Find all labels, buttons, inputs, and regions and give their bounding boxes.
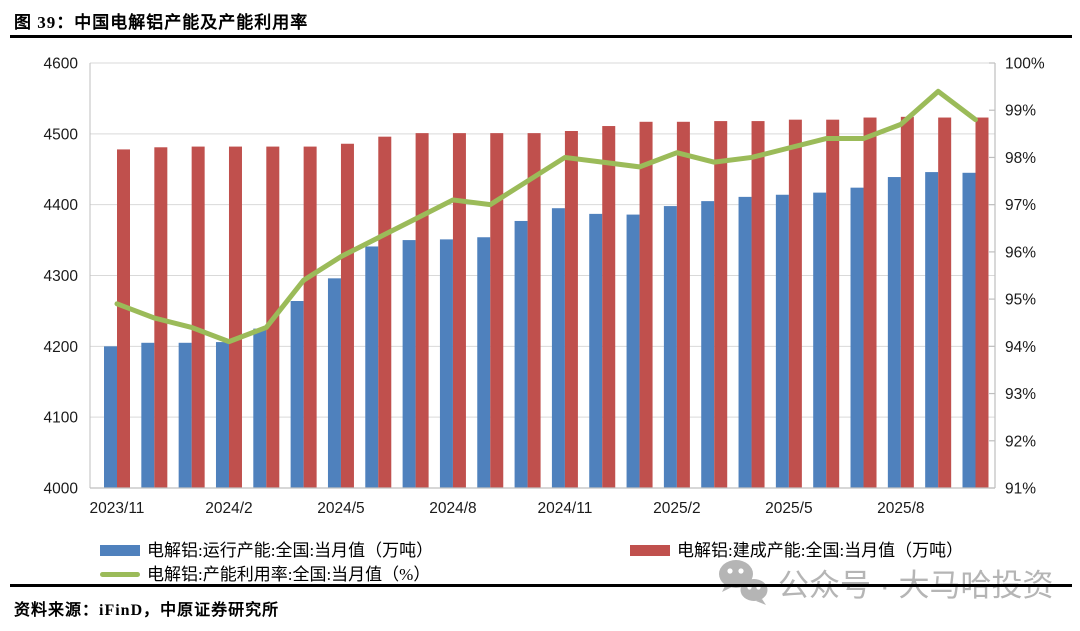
legend-item-utilization: 电解铝:产能利用率:全国:当月值（%） bbox=[100, 560, 430, 585]
svg-text:4400: 4400 bbox=[44, 197, 79, 214]
bar-operating bbox=[290, 301, 304, 488]
utilization-line bbox=[114, 88, 978, 345]
bar-built bbox=[751, 121, 765, 488]
legend-label-utilization: 电解铝:产能利用率:全国:当月值（%） bbox=[147, 565, 431, 584]
bar-built bbox=[415, 133, 429, 488]
left-axis-tick-labels: 4000 4100 4200 4300 4400 4500 4600 bbox=[44, 56, 79, 498]
built-capacity-bars bbox=[117, 116, 989, 489]
bar-operating bbox=[626, 214, 640, 489]
svg-text:97%: 97% bbox=[1005, 197, 1036, 214]
bar-built bbox=[228, 146, 242, 489]
svg-text:91%: 91% bbox=[1005, 481, 1036, 498]
legend-item-operating: 电解铝:运行产能:全国:当月值（万吨） bbox=[100, 536, 433, 561]
legend-label-built: 电解铝:建成产能:全国:当月值（万吨） bbox=[677, 541, 964, 560]
bar-built bbox=[900, 116, 914, 488]
bar-built bbox=[863, 117, 877, 489]
capacity-utilization-chart: 4000 4100 4200 4300 4400 4500 4600 91% 92% 93% 94%… bbox=[44, 56, 1045, 518]
legend-swatch-operating-icon bbox=[100, 544, 140, 556]
legend-label-operating: 电解铝:运行产能:全国:当月值（万吨） bbox=[147, 541, 434, 560]
svg-text:4500: 4500 bbox=[44, 126, 79, 143]
title-divider bbox=[10, 35, 1072, 38]
bar-operating bbox=[402, 240, 416, 488]
bar-built bbox=[340, 143, 354, 488]
svg-text:4200: 4200 bbox=[44, 339, 79, 356]
svg-text:96%: 96% bbox=[1005, 244, 1036, 261]
bar-built bbox=[938, 117, 952, 489]
bar-built bbox=[975, 117, 989, 489]
bar-built bbox=[826, 119, 840, 489]
svg-text:2024/8: 2024/8 bbox=[429, 500, 476, 517]
bar-built bbox=[639, 121, 653, 489]
legend-swatch-utilization-icon bbox=[100, 571, 140, 577]
bar-built bbox=[714, 121, 728, 488]
bar-operating bbox=[962, 172, 976, 488]
svg-text:2023/11: 2023/11 bbox=[90, 500, 145, 517]
svg-text:2024/2: 2024/2 bbox=[205, 500, 252, 517]
bar-built bbox=[564, 131, 578, 488]
svg-text:2025/5: 2025/5 bbox=[765, 500, 812, 517]
operating-capacity-bars bbox=[104, 172, 976, 489]
svg-text:2024/5: 2024/5 bbox=[317, 500, 364, 517]
watermark-text: 公众号 · 大马哈投资 bbox=[778, 567, 1054, 603]
svg-text:99%: 99% bbox=[1005, 103, 1036, 120]
svg-text:93%: 93% bbox=[1005, 386, 1036, 403]
bar-built bbox=[303, 146, 317, 489]
footer-divider bbox=[10, 584, 1072, 587]
svg-text:4100: 4100 bbox=[44, 410, 79, 427]
chart-title: 图 39：中国电解铝产能及产能利用率 bbox=[14, 13, 309, 32]
bar-operating bbox=[663, 206, 677, 489]
legend-item-built: 电解铝:建成产能:全国:当月值（万吨） bbox=[630, 536, 963, 561]
bar-operating bbox=[813, 192, 827, 488]
svg-text:2024/11: 2024/11 bbox=[537, 500, 592, 517]
bar-operating bbox=[850, 187, 864, 488]
bar-built bbox=[788, 119, 802, 489]
bar-built bbox=[191, 146, 205, 489]
right-axis-tick-labels: 91% 92% 93% 94% 95% 96% 97% 98% 99% 100% bbox=[1005, 56, 1045, 498]
svg-text:2025/8: 2025/8 bbox=[877, 500, 924, 517]
bar-built bbox=[452, 133, 466, 488]
svg-text:4000: 4000 bbox=[44, 481, 79, 498]
bar-operating bbox=[104, 346, 117, 488]
bar-built bbox=[378, 136, 392, 488]
bar-built bbox=[602, 126, 616, 489]
svg-text:98%: 98% bbox=[1005, 150, 1036, 167]
bar-operating bbox=[551, 208, 565, 489]
bar-operating bbox=[514, 220, 528, 489]
bar-operating bbox=[253, 328, 267, 488]
legend-swatch-built-icon bbox=[630, 544, 670, 556]
svg-text:100%: 100% bbox=[1005, 56, 1045, 73]
bar-operating bbox=[141, 342, 155, 488]
svg-text:4300: 4300 bbox=[44, 268, 79, 285]
bar-operating bbox=[738, 196, 752, 488]
bar-operating bbox=[477, 237, 491, 488]
bar-operating bbox=[589, 213, 603, 488]
bar-operating bbox=[365, 246, 379, 488]
bar-built bbox=[676, 121, 690, 489]
svg-text:4600: 4600 bbox=[44, 56, 79, 73]
source-note: 资料来源：iFinD，中原证券研究所 bbox=[14, 602, 280, 619]
bar-operating bbox=[925, 172, 939, 489]
bar-operating bbox=[887, 177, 901, 488]
svg-text:2025/2: 2025/2 bbox=[653, 500, 700, 517]
svg-text:92%: 92% bbox=[1005, 433, 1036, 450]
wechat-icon bbox=[719, 560, 768, 605]
x-axis-tick-labels: 2023/11 2024/2 2024/5 2024/8 2024/11 2025/2 20… bbox=[90, 500, 925, 517]
bar-operating bbox=[215, 342, 229, 488]
svg-text:94%: 94% bbox=[1005, 339, 1036, 356]
bar-built bbox=[490, 133, 504, 488]
svg-text:95%: 95% bbox=[1005, 292, 1036, 309]
bar-operating bbox=[327, 278, 341, 488]
bar-operating bbox=[701, 201, 715, 488]
bar-built bbox=[117, 149, 130, 488]
bar-operating bbox=[775, 194, 789, 488]
bar-operating bbox=[178, 342, 192, 488]
watermark: 公众号 · 大马哈投资 bbox=[716, 558, 1054, 606]
bar-built bbox=[527, 133, 541, 488]
bar-operating bbox=[439, 239, 453, 488]
